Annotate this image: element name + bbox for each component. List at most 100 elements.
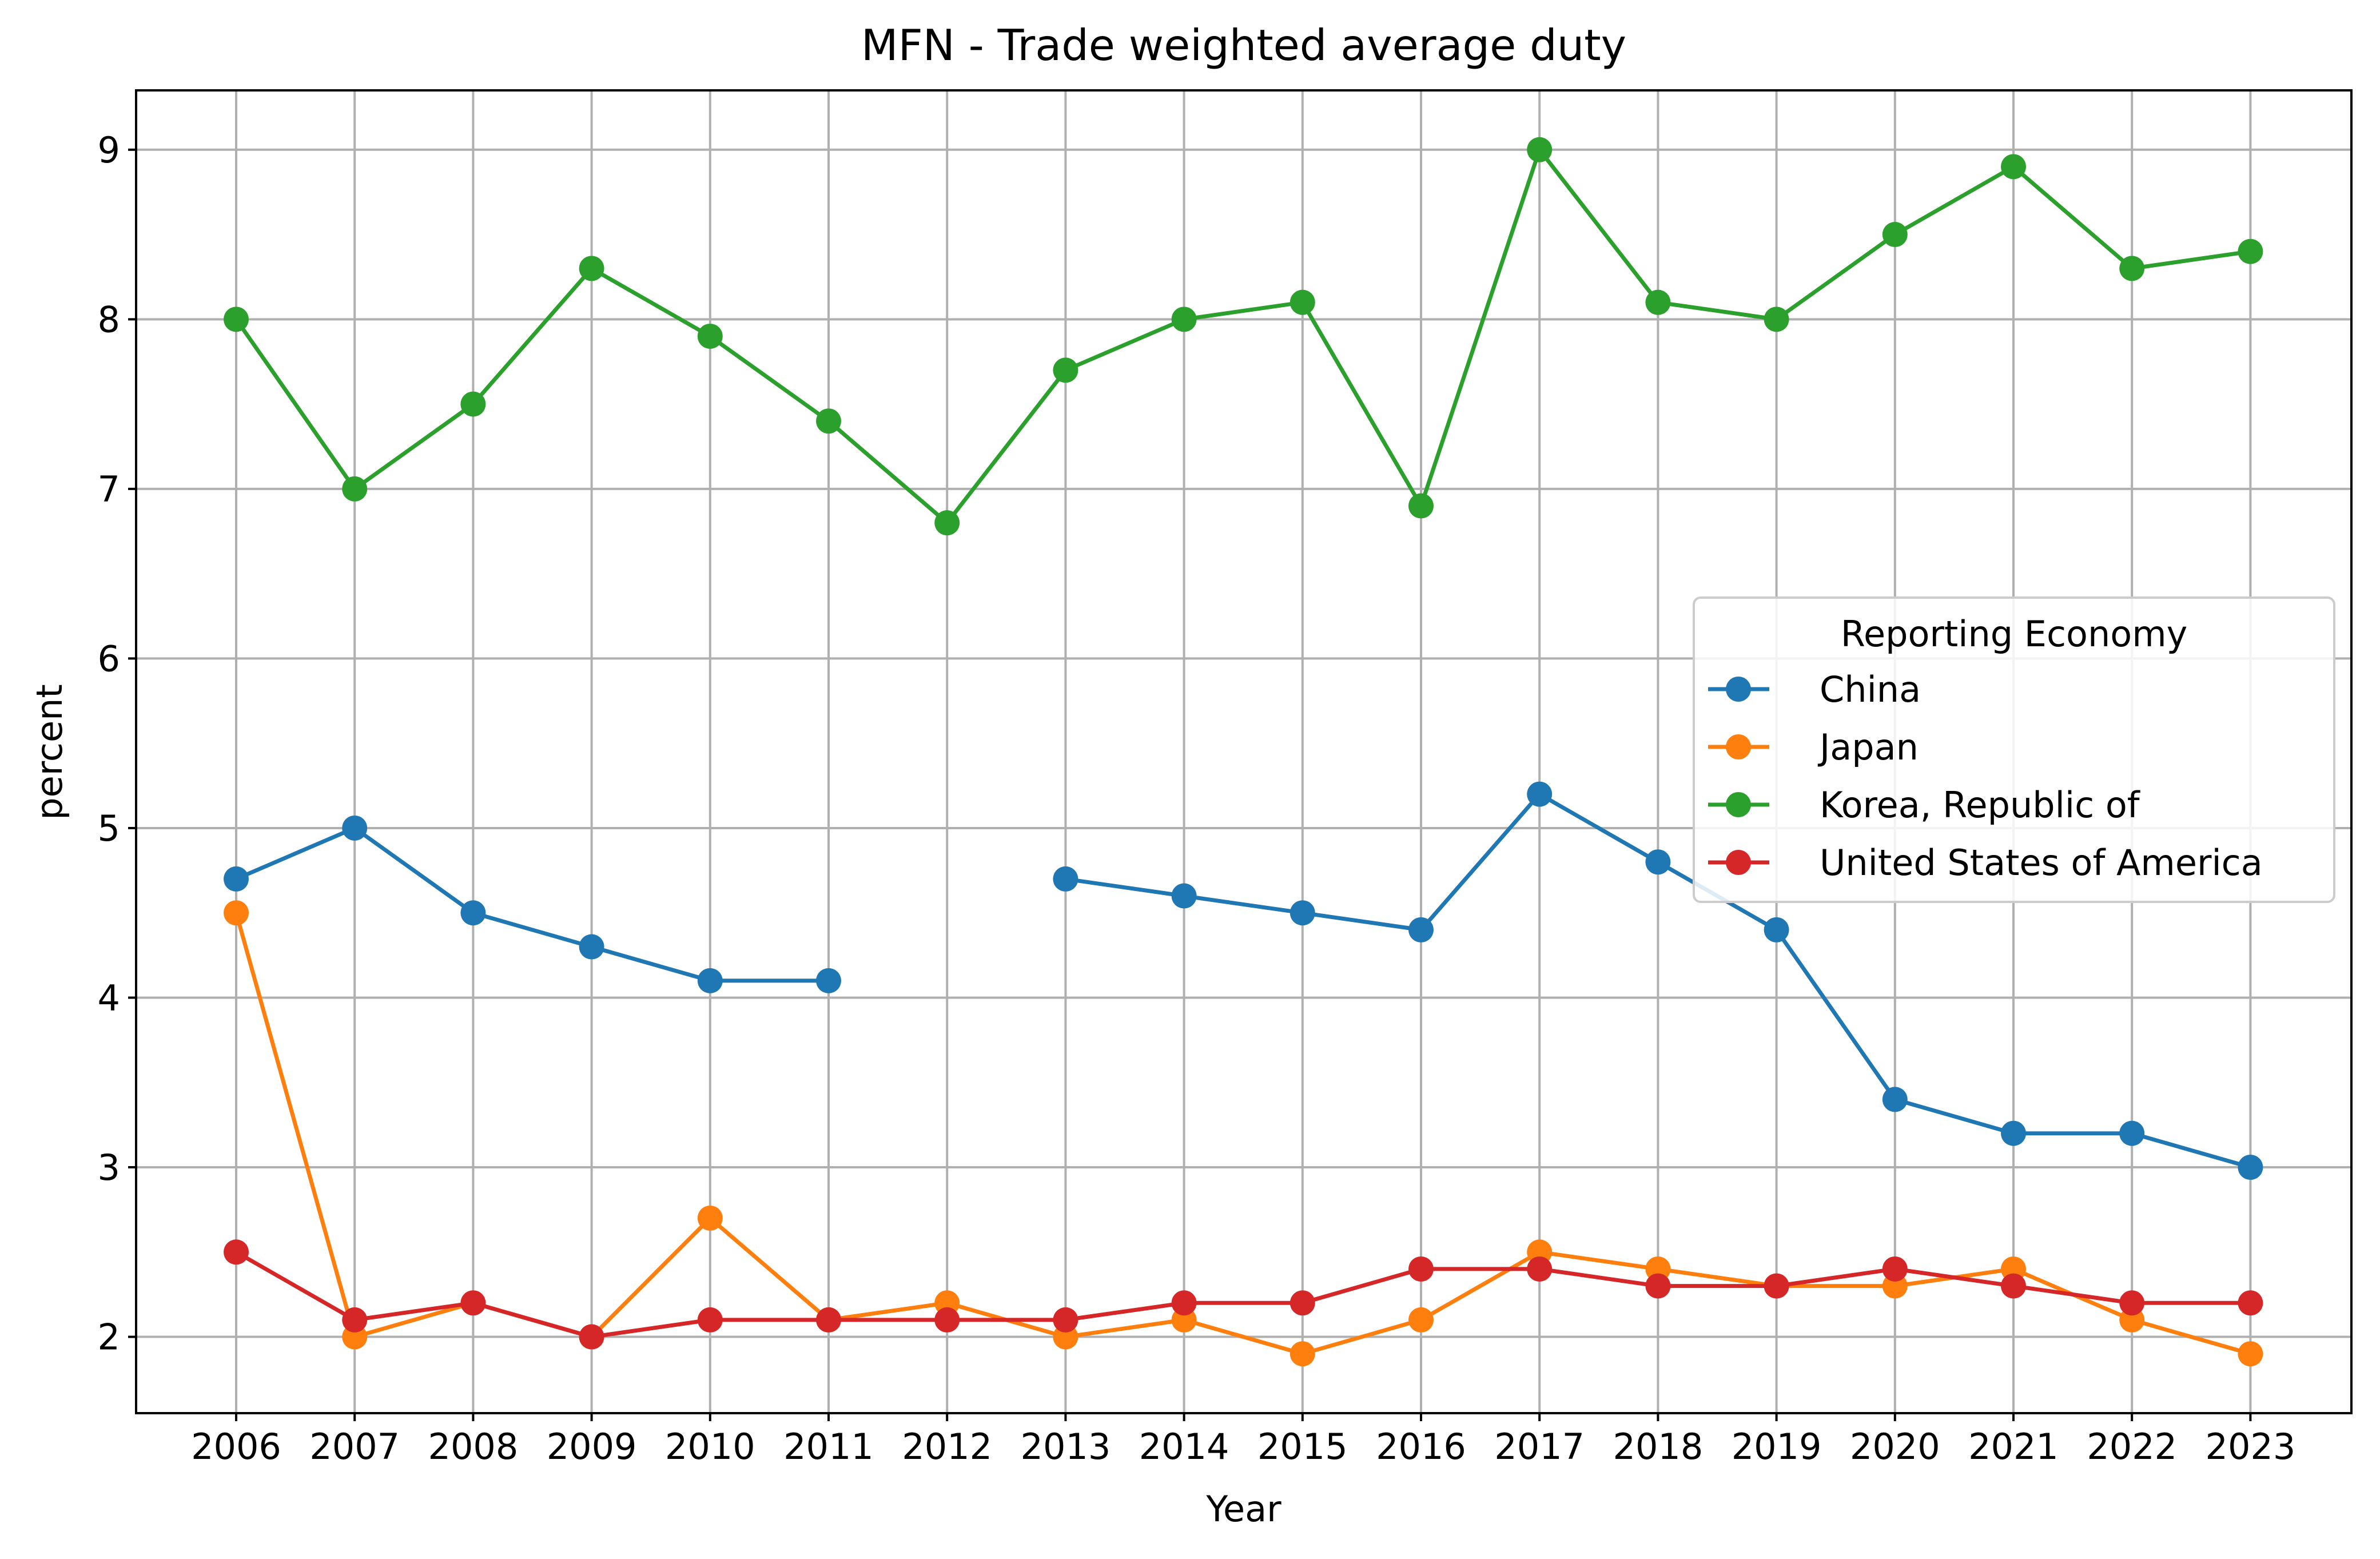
data-point-korea-republic-of xyxy=(579,256,604,281)
y-tick-label: 7 xyxy=(98,468,120,510)
series-line-united-states-of-america xyxy=(233,1249,2252,1339)
x-tick-label: 2006 xyxy=(191,1426,281,1467)
data-point-china xyxy=(2119,1120,2145,1146)
data-point-united-states-of-america xyxy=(1171,1290,1197,1316)
data-point-united-states-of-america xyxy=(697,1307,723,1333)
data-point-japan xyxy=(224,900,249,926)
data-point-united-states-of-america xyxy=(579,1324,604,1350)
legend-marker xyxy=(1726,734,1751,759)
data-point-japan xyxy=(2238,1341,2263,1367)
y-tick-label: 3 xyxy=(98,1147,120,1188)
data-point-china xyxy=(1527,781,1553,807)
data-point-china xyxy=(460,900,486,926)
data-point-korea-republic-of xyxy=(1171,307,1197,332)
data-point-korea-republic-of xyxy=(1290,289,1315,315)
data-point-china xyxy=(1290,900,1315,926)
y-tick-label: 8 xyxy=(98,299,120,340)
data-point-united-states-of-america xyxy=(1408,1256,1434,1282)
data-point-china xyxy=(1408,917,1434,942)
y-tick-label: 6 xyxy=(98,638,120,679)
data-point-china xyxy=(1882,1087,1908,1112)
data-point-china xyxy=(2001,1120,2026,1146)
data-point-china xyxy=(816,968,841,993)
data-point-korea-republic-of xyxy=(1645,289,1671,315)
x-tick-label: 2017 xyxy=(1494,1426,1585,1467)
series-china xyxy=(224,781,2263,1180)
y-tick-label: 5 xyxy=(98,808,120,849)
series-group xyxy=(224,137,2263,1367)
data-point-korea-republic-of xyxy=(1408,493,1434,519)
legend: Reporting Economy China Japan Korea, Republ… xyxy=(1693,596,2335,903)
y-tick-label: 2 xyxy=(98,1317,120,1358)
x-tick-label: 2015 xyxy=(1257,1426,1348,1467)
x-tick-label: 2014 xyxy=(1139,1426,1229,1467)
x-tick-label: 2016 xyxy=(1376,1426,1466,1467)
x-tick-label: 2007 xyxy=(309,1426,400,1467)
data-point-united-states-of-america xyxy=(2119,1290,2145,1316)
x-tick-label: 2009 xyxy=(547,1426,637,1467)
data-point-china xyxy=(1764,917,1789,942)
legend-marker xyxy=(1726,850,1751,875)
x-tick-label: 2022 xyxy=(2087,1426,2177,1467)
data-point-china xyxy=(224,866,249,892)
legend-box xyxy=(1693,596,2335,903)
data-point-united-states-of-america xyxy=(460,1290,486,1316)
chart-title: MFN - Trade weighted average duty xyxy=(861,20,1626,70)
axis-ticks: 2006 2007 2008 2009 2010 2011 2012 2013 2014 2015… xyxy=(98,129,2296,1467)
y-tick-label: 9 xyxy=(98,129,120,171)
series-korea-republic-of xyxy=(224,137,2263,536)
data-point-korea-republic-of xyxy=(816,408,841,434)
data-point-korea-republic-of xyxy=(1764,307,1789,332)
data-point-united-states-of-america xyxy=(2001,1273,2026,1299)
data-point-china xyxy=(2238,1155,2263,1180)
data-point-korea-republic-of xyxy=(1053,357,1078,383)
data-point-china xyxy=(697,968,723,993)
data-point-united-states-of-america xyxy=(1290,1290,1315,1316)
data-point-korea-republic-of xyxy=(934,510,960,536)
data-point-japan xyxy=(1290,1341,1315,1367)
data-point-united-states-of-america xyxy=(342,1307,368,1333)
data-point-korea-republic-of xyxy=(224,307,249,332)
data-point-united-states-of-america xyxy=(1764,1273,1789,1299)
data-point-united-states-of-america xyxy=(2238,1290,2263,1316)
data-point-china xyxy=(579,934,604,960)
y-tick-label: 4 xyxy=(98,977,120,1019)
data-point-united-states-of-america xyxy=(934,1307,960,1333)
x-tick-label: 2008 xyxy=(428,1426,519,1467)
x-tick-label: 2021 xyxy=(1968,1426,2059,1467)
x-axis-label: Year xyxy=(1205,1488,1281,1530)
data-point-korea-republic-of xyxy=(342,476,368,502)
x-tick-label: 2011 xyxy=(783,1426,874,1467)
data-point-united-states-of-america xyxy=(1053,1307,1078,1333)
data-point-korea-republic-of xyxy=(697,323,723,349)
series-united-states-of-america xyxy=(224,1239,2263,1350)
legend-label: China xyxy=(1820,669,1921,710)
data-point-korea-republic-of xyxy=(2119,256,2145,281)
legend-marker xyxy=(1726,792,1751,817)
legend-label: United States of America xyxy=(1820,842,2263,884)
data-point-korea-republic-of xyxy=(2238,238,2263,264)
data-point-china xyxy=(1645,849,1671,875)
data-point-united-states-of-america xyxy=(1882,1256,1908,1282)
data-point-united-states-of-america xyxy=(1527,1256,1553,1282)
data-point-united-states-of-america xyxy=(1645,1273,1671,1299)
data-point-korea-republic-of xyxy=(460,391,486,417)
data-point-japan xyxy=(697,1205,723,1231)
x-tick-label: 2023 xyxy=(2206,1426,2296,1467)
x-tick-label: 2019 xyxy=(1732,1426,1822,1467)
x-tick-label: 2010 xyxy=(665,1426,755,1467)
data-point-korea-republic-of xyxy=(1527,137,1553,162)
legend-label: Korea, Republic of xyxy=(1820,784,2141,826)
data-point-korea-republic-of xyxy=(1882,222,1908,248)
legend-title: Reporting Economy xyxy=(1841,613,2188,655)
legend-marker xyxy=(1726,677,1751,702)
x-tick-label: 2013 xyxy=(1021,1426,1111,1467)
plot-frame xyxy=(135,89,2353,1414)
data-point-china xyxy=(1053,866,1078,892)
data-point-china xyxy=(342,815,368,841)
x-tick-label: 2018 xyxy=(1613,1426,1704,1467)
data-point-japan xyxy=(1408,1307,1434,1333)
x-tick-label: 2020 xyxy=(1850,1426,1940,1467)
y-axis-label: percent xyxy=(29,684,70,820)
